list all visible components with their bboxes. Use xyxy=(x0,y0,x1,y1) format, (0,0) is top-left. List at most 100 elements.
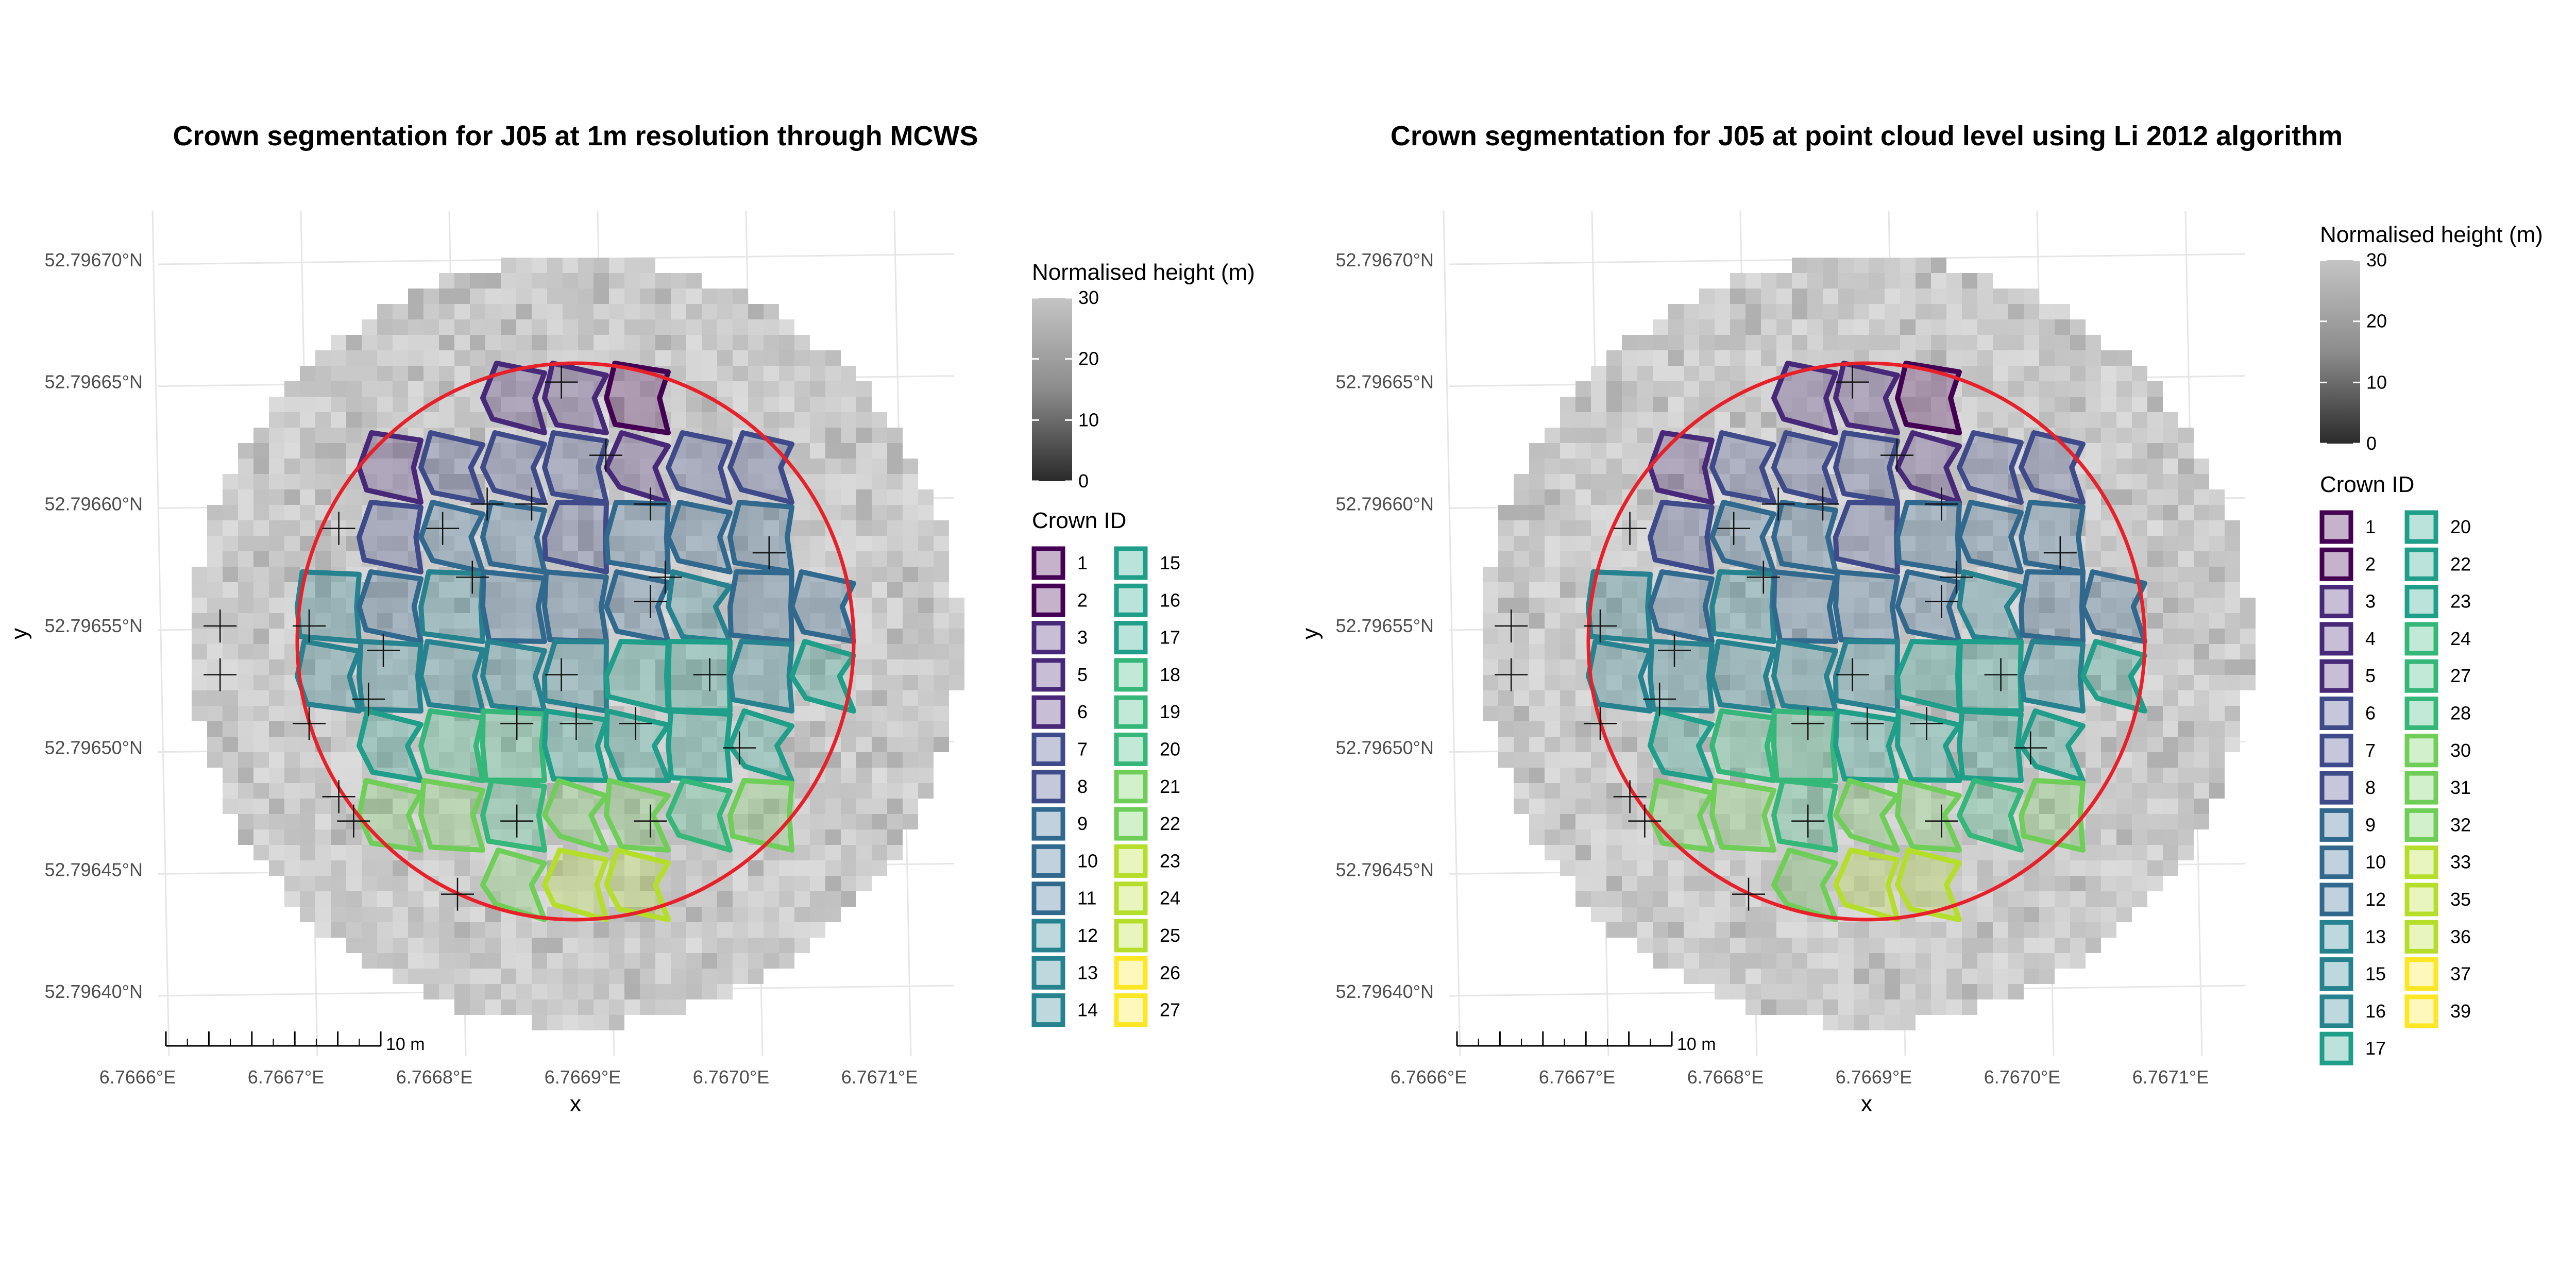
raster-cell xyxy=(2024,289,2039,304)
raster-cell xyxy=(2163,706,2178,721)
raster-cell xyxy=(253,598,269,613)
raster-cell xyxy=(578,953,594,969)
raster-cell xyxy=(1637,876,1653,891)
raster-cell xyxy=(609,335,624,350)
raster-cell xyxy=(1560,721,1575,737)
crown-legend-item: 15 xyxy=(1114,546,1180,580)
raster-cell xyxy=(1823,1015,1838,1030)
raster-cell xyxy=(1699,891,1715,907)
raster-cell xyxy=(2163,567,2178,582)
raster-cell xyxy=(872,443,887,459)
raster-cell xyxy=(2132,814,2147,829)
raster-cell xyxy=(1823,999,1838,1015)
raster-cell xyxy=(1637,907,1653,922)
raster-cell xyxy=(2194,690,2209,706)
raster-cell xyxy=(1637,551,1653,567)
raster-cell xyxy=(1745,289,1761,304)
raster-cell xyxy=(284,428,300,443)
raster-cell xyxy=(331,381,346,397)
crown-legend-label: 18 xyxy=(1160,664,1180,685)
raster-cell xyxy=(1622,752,1637,768)
raster-cell xyxy=(2070,922,2086,938)
crown-legend-label: 33 xyxy=(2450,852,2471,873)
raster-cell xyxy=(439,598,454,613)
crown-legend-swatch xyxy=(2319,510,2353,544)
raster-cell xyxy=(269,551,284,567)
raster-cell xyxy=(315,814,331,829)
raster-cell xyxy=(655,335,671,350)
raster-cell xyxy=(1684,335,1699,350)
raster-cell xyxy=(377,860,393,876)
raster-cell xyxy=(1545,675,1560,690)
raster-cell xyxy=(423,938,439,953)
raster-cell xyxy=(1591,907,1606,922)
raster-cell xyxy=(1807,258,1823,273)
raster-cell xyxy=(1606,860,1622,876)
raster-cell xyxy=(1514,489,1529,505)
raster-cell xyxy=(2147,721,2163,737)
raster-cell xyxy=(2055,907,2070,922)
raster-cell xyxy=(331,443,346,459)
raster-cell xyxy=(2209,520,2225,536)
raster-cell xyxy=(393,335,408,350)
raster-cell xyxy=(671,319,686,335)
raster-cell xyxy=(238,829,253,845)
raster-cell xyxy=(1900,289,1916,304)
raster-cell xyxy=(516,335,532,350)
scale-bar: 10 m xyxy=(165,1031,425,1054)
raster-cell xyxy=(578,922,594,938)
crown-legend-label: 19 xyxy=(1160,701,1180,722)
raster-cell xyxy=(1792,335,1807,350)
raster-cell xyxy=(393,613,408,629)
raster-cell xyxy=(238,598,253,613)
raster-cell xyxy=(1545,829,1560,845)
raster-cell xyxy=(1575,737,1591,752)
raster-cell xyxy=(1668,938,1684,953)
raster-cell xyxy=(346,752,362,768)
raster-cell xyxy=(2024,938,2039,953)
raster-cell xyxy=(2209,567,2225,582)
raster-cell xyxy=(2147,505,2163,520)
raster-cell xyxy=(1591,891,1606,907)
raster-cell xyxy=(1591,783,1606,799)
raster-cell xyxy=(207,721,223,737)
raster-cell xyxy=(1900,969,1916,984)
crown-polygon xyxy=(418,430,485,505)
raster-cell xyxy=(764,891,779,907)
raster-cell xyxy=(2039,350,2055,366)
raster-cell xyxy=(2008,350,2024,366)
raster-cell xyxy=(1823,258,1838,273)
raster-cell xyxy=(1730,907,1745,922)
crown-polygon xyxy=(1895,639,1962,714)
raster-cell xyxy=(346,412,362,428)
raster-cell xyxy=(1668,397,1684,412)
raster-cell xyxy=(408,381,423,397)
raster-cell xyxy=(2086,335,2101,350)
raster-cell xyxy=(578,335,594,350)
raster-cell xyxy=(2132,891,2147,907)
raster-cell xyxy=(810,706,825,721)
raster-cell xyxy=(764,938,779,953)
raster-cell xyxy=(377,675,393,690)
raster-cell xyxy=(825,783,841,799)
raster-cell xyxy=(609,969,624,984)
raster-cell xyxy=(949,598,964,613)
raster-cell xyxy=(2225,644,2240,659)
raster-cell xyxy=(1993,938,2008,953)
raster-cell xyxy=(2194,613,2209,629)
raster-cell xyxy=(1838,922,1854,938)
raster-cell xyxy=(470,938,485,953)
raster-cell xyxy=(1715,304,1730,319)
raster-cell xyxy=(1637,350,1653,366)
raster-cell xyxy=(733,350,748,366)
raster-cell xyxy=(454,273,470,289)
raster-cell xyxy=(1622,907,1637,922)
raster-cell xyxy=(810,922,825,938)
raster-cell xyxy=(1622,860,1637,876)
raster-cell xyxy=(393,829,408,845)
raster-cell xyxy=(1560,783,1575,799)
crown-polygon xyxy=(1771,500,1838,574)
raster-cell xyxy=(1514,567,1529,582)
y-tick-label: 52.79655°N xyxy=(1335,615,1434,636)
raster-cell xyxy=(1668,876,1684,891)
